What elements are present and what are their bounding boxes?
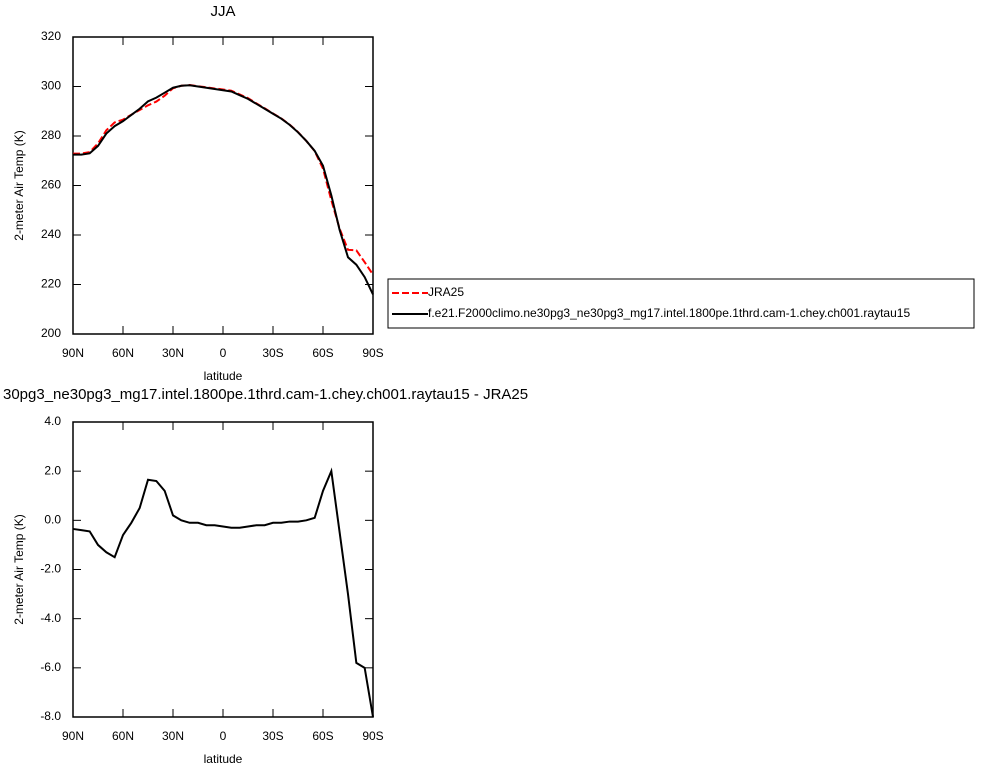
y-tick-label: 260 [41,178,61,192]
x-tick-label: 30N [162,346,184,360]
x-tick-label: 90S [362,729,383,743]
x-tick-label: 30S [262,346,283,360]
x-tick-label: 90S [362,346,383,360]
x-tick-label: 30S [262,729,283,743]
legend-label: JRA25 [428,285,464,299]
y-axis-label: 2-meter Air Temp (K) [12,130,26,240]
chart-title: 30pg3_ne30pg3_mg17.intel.1800pe.1thrd.ca… [3,386,528,403]
legend-label: f.e21.F2000climo.ne30pg3_ne30pg3_mg17.in… [428,306,910,320]
y-tick-label: 240 [41,227,61,241]
x-tick-label: 90N [62,346,84,360]
x-tick-label: 60N [112,729,134,743]
y-tick-label: 2.0 [44,463,61,477]
x-tick-label: 0 [220,346,227,360]
x-tick-label: 60N [112,346,134,360]
x-axis-label: latitude [204,752,243,766]
x-tick-label: 90N [62,729,84,743]
x-tick-label: 30N [162,729,184,743]
y-tick-label: -2.0 [40,562,61,576]
x-tick-label: 60S [312,346,333,360]
x-tick-label: 0 [220,729,227,743]
legend-box [387,278,975,329]
chart-title: JJA [210,3,235,20]
y-axis-label: 2-meter Air Temp (K) [12,514,26,624]
y-tick-label: 200 [41,326,61,340]
y-tick-label: 320 [41,29,61,43]
plot-frame [72,421,374,718]
data-line [72,467,374,718]
y-tick-label: -6.0 [40,660,61,674]
data-line [73,84,374,295]
y-tick-label: 280 [41,128,61,142]
y-tick-label: 0.0 [44,513,61,527]
data-line [73,84,374,276]
y-tick-label: 220 [41,277,61,291]
y-tick-label: -8.0 [40,709,61,723]
y-tick-label: 4.0 [44,414,61,428]
x-axis-label: latitude [204,369,243,383]
y-tick-label: -4.0 [40,611,61,625]
y-tick-label: 300 [41,79,61,93]
x-tick-label: 60S [312,729,333,743]
